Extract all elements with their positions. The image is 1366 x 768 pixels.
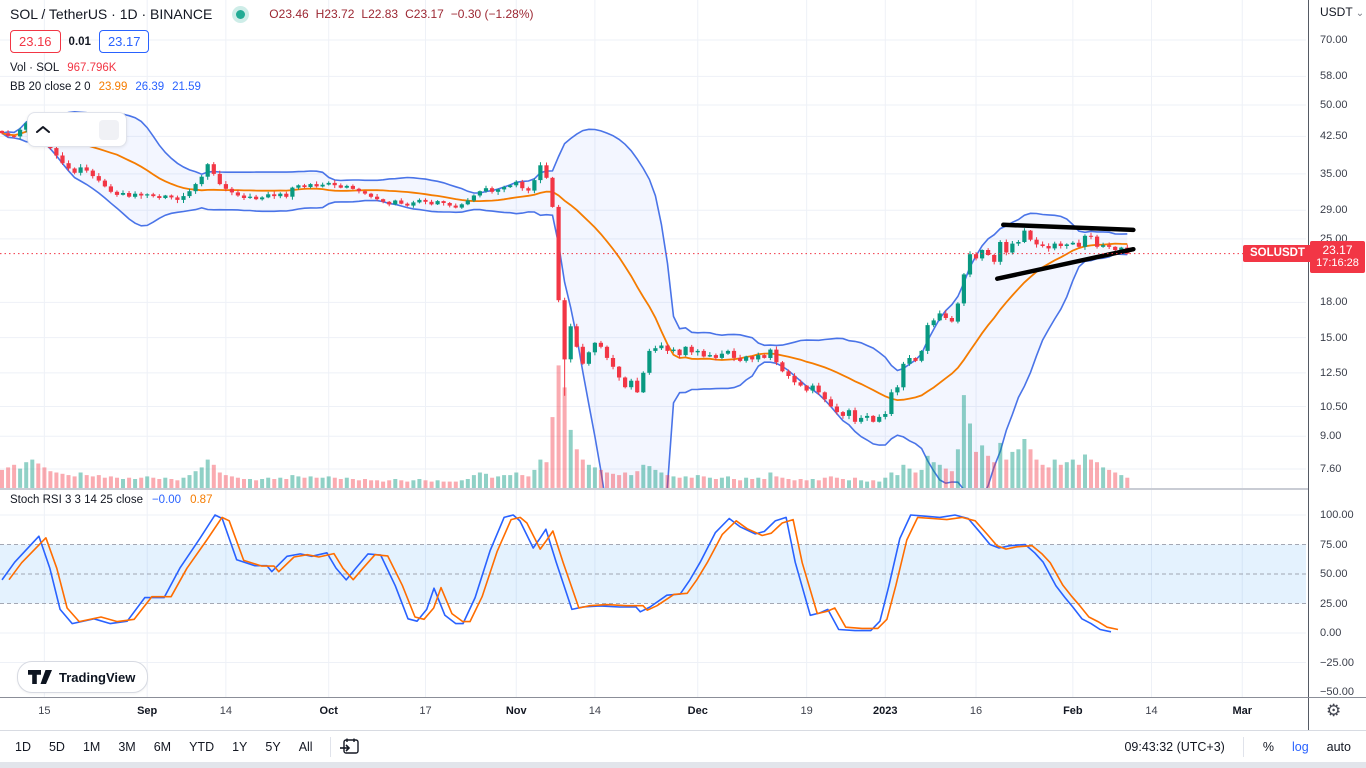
price-tick-label: 42.50	[1320, 130, 1348, 143]
stoch-d-value: 0.87	[190, 494, 213, 506]
price-tick-label: 50.00	[1320, 98, 1348, 111]
stoch-rsi-layer	[0, 514, 1306, 633]
time-tick-label[interactable]: 14	[588, 705, 602, 717]
symbol-price-label[interactable]: SOLUSDT	[1243, 244, 1312, 262]
sell-price-button[interactable]: 23.16	[10, 30, 61, 53]
change-value: −0.30 (−1.28%)	[450, 7, 534, 21]
range-button-6m[interactable]: 6M	[153, 740, 172, 754]
range-button-ytd[interactable]: YTD	[189, 740, 215, 754]
go-to-date-icon[interactable]	[339, 737, 361, 757]
time-tick-label[interactable]: Feb	[1063, 705, 1083, 717]
chevron-up-icon[interactable]	[35, 125, 51, 134]
tradingview-logo[interactable]: TradingView	[17, 661, 149, 693]
bb-lower-value: 21.59	[172, 81, 201, 93]
range-button-1m[interactable]: 1M	[82, 740, 101, 754]
bar-countdown: 17:16:28	[1316, 256, 1359, 269]
bottom-strip	[0, 762, 1366, 768]
time-tick-label[interactable]: Dec	[687, 705, 708, 717]
price-tick-label: 10.50	[1320, 400, 1348, 413]
bottom-toolbar: 1D 5D 1M 3M 6M YTD 1Y 5Y All 09:43:32 (UTC+3) % …	[0, 730, 1366, 763]
last-price-tag: 23.17 17:16:28	[1310, 240, 1365, 273]
price-tick-label: 18.00	[1320, 296, 1348, 309]
time-tick-label[interactable]: 16	[969, 705, 983, 717]
volume-legend-value: 967.796K	[67, 62, 117, 74]
stoch-tick-label: 0.00	[1320, 627, 1342, 639]
trendline-layer[interactable]	[994, 222, 1136, 281]
stoch-tick-label: 100.00	[1320, 509, 1354, 521]
market-open-dot-icon[interactable]	[236, 9, 246, 19]
price-tick-label: 35.00	[1320, 167, 1348, 180]
time-tick-label[interactable]: 17	[419, 705, 432, 717]
bb-legend[interactable]: BB 20 close 2 0 23.99 26.39 21.59	[10, 81, 534, 93]
grid-layer	[0, 0, 1306, 697]
stoch-k-value: −0.00	[151, 494, 182, 506]
price-tick-label: 58.00	[1320, 70, 1348, 83]
time-tick-label[interactable]: 14	[1145, 705, 1158, 717]
price-tick-label: 70.00	[1320, 33, 1348, 46]
time-tick-label[interactable]: Oct	[319, 705, 338, 717]
toolbar-separator	[329, 737, 331, 757]
price-tick-label: 7.60	[1320, 462, 1342, 475]
range-button-5d[interactable]: 5D	[48, 740, 65, 754]
tradingview-logo-icon	[28, 669, 52, 684]
bb-legend-label: BB 20 close 2 0	[10, 81, 91, 93]
price-tick-label: 9.00	[1320, 430, 1342, 443]
stoch-rsi-label: Stoch RSI 3 3 14 25 close	[10, 494, 143, 506]
time-tick-label[interactable]: Nov	[505, 705, 527, 717]
stoch-tick-label: −50.00	[1320, 686, 1354, 698]
stoch-rsi-legend[interactable]: Stoch RSI 3 3 14 25 close −0.00 0.87	[10, 494, 212, 506]
volume-legend[interactable]: Vol · SOL 967.796K	[10, 62, 534, 74]
range-button-1y[interactable]: 1Y	[232, 740, 248, 754]
tradingview-logo-text: TradingView	[59, 669, 136, 685]
time-tick-label[interactable]: 19	[800, 705, 813, 717]
price-tick-label: 12.50	[1320, 366, 1348, 379]
log-scale-button[interactable]: log	[1291, 740, 1309, 754]
ohlc-values: O23.46 H23.72 L22.83 C23.17 −0.30 (−1.28…	[269, 7, 534, 21]
symbol-title[interactable]: SOL / TetherUS · 1D · BINANCE	[10, 6, 213, 22]
bb-basis-value: 23.99	[98, 81, 128, 93]
time-tick-label[interactable]: Mar	[1232, 705, 1253, 717]
stoch-tick-label: −25.00	[1320, 656, 1354, 669]
symbol-legend: SOL / TetherUS · 1D · BINANCE O23.46 H23…	[10, 6, 534, 93]
spread-value: 0.01	[68, 35, 91, 48]
percent-scale-button[interactable]: %	[1262, 740, 1274, 754]
range-button-1d[interactable]: 1D	[15, 740, 31, 754]
time-axis-border	[0, 697, 1366, 698]
time-tick-label[interactable]: Sep	[137, 705, 158, 717]
pane-collapse-control[interactable]	[27, 112, 127, 147]
date-range-group: 1D 5D 1M 3M 6M YTD 1Y 5Y All	[6, 736, 322, 758]
buy-price-button[interactable]: 23.17	[98, 30, 150, 53]
auto-scale-button[interactable]: auto	[1326, 740, 1351, 754]
stoch-tick-label: 25.00	[1320, 597, 1348, 610]
price-axis-border	[1308, 0, 1309, 730]
pane-maximize-button[interactable]	[99, 119, 119, 140]
time-axis[interactable]: 15 Sep 14 Oct 17 Nov 14 Dec 19 2023 16 Feb 14 Mar ⚙	[0, 698, 1366, 730]
range-button-5y[interactable]: 5Y	[265, 740, 281, 754]
bb-upper-value: 26.39	[135, 81, 165, 93]
time-tick-label[interactable]: 14	[219, 705, 232, 717]
toolbar-separator	[1242, 737, 1244, 757]
stoch-tick-label: 75.00	[1320, 538, 1348, 551]
volume-layer	[0, 365, 1130, 489]
stoch-tick-label: 50.00	[1320, 568, 1348, 580]
axis-currency-dropdown[interactable]: USDT ⌄	[1320, 5, 1365, 19]
chevron-down-icon: ⌄	[1355, 8, 1365, 19]
price-axis[interactable]: USDT ⌄ 70.00 58.00 50.00 42.50 35.00 29.00 25.…	[1308, 0, 1366, 730]
time-tick-label[interactable]: 2023	[873, 705, 898, 717]
range-button-3m[interactable]: 3M	[118, 740, 136, 754]
range-button-all[interactable]: All	[298, 740, 313, 754]
pane-separator[interactable]	[0, 488, 1366, 490]
price-tick-label: 29.00	[1320, 204, 1348, 217]
gear-icon[interactable]: ⚙	[1326, 701, 1342, 720]
time-tick-label[interactable]: 15	[38, 705, 51, 717]
chart-canvas[interactable]	[0, 0, 1308, 697]
volume-legend-label: Vol · SOL	[10, 62, 60, 74]
price-tick-label: 15.00	[1320, 331, 1348, 344]
clock-timezone-button[interactable]: 09:43:32 (UTC+3)	[1124, 740, 1225, 754]
